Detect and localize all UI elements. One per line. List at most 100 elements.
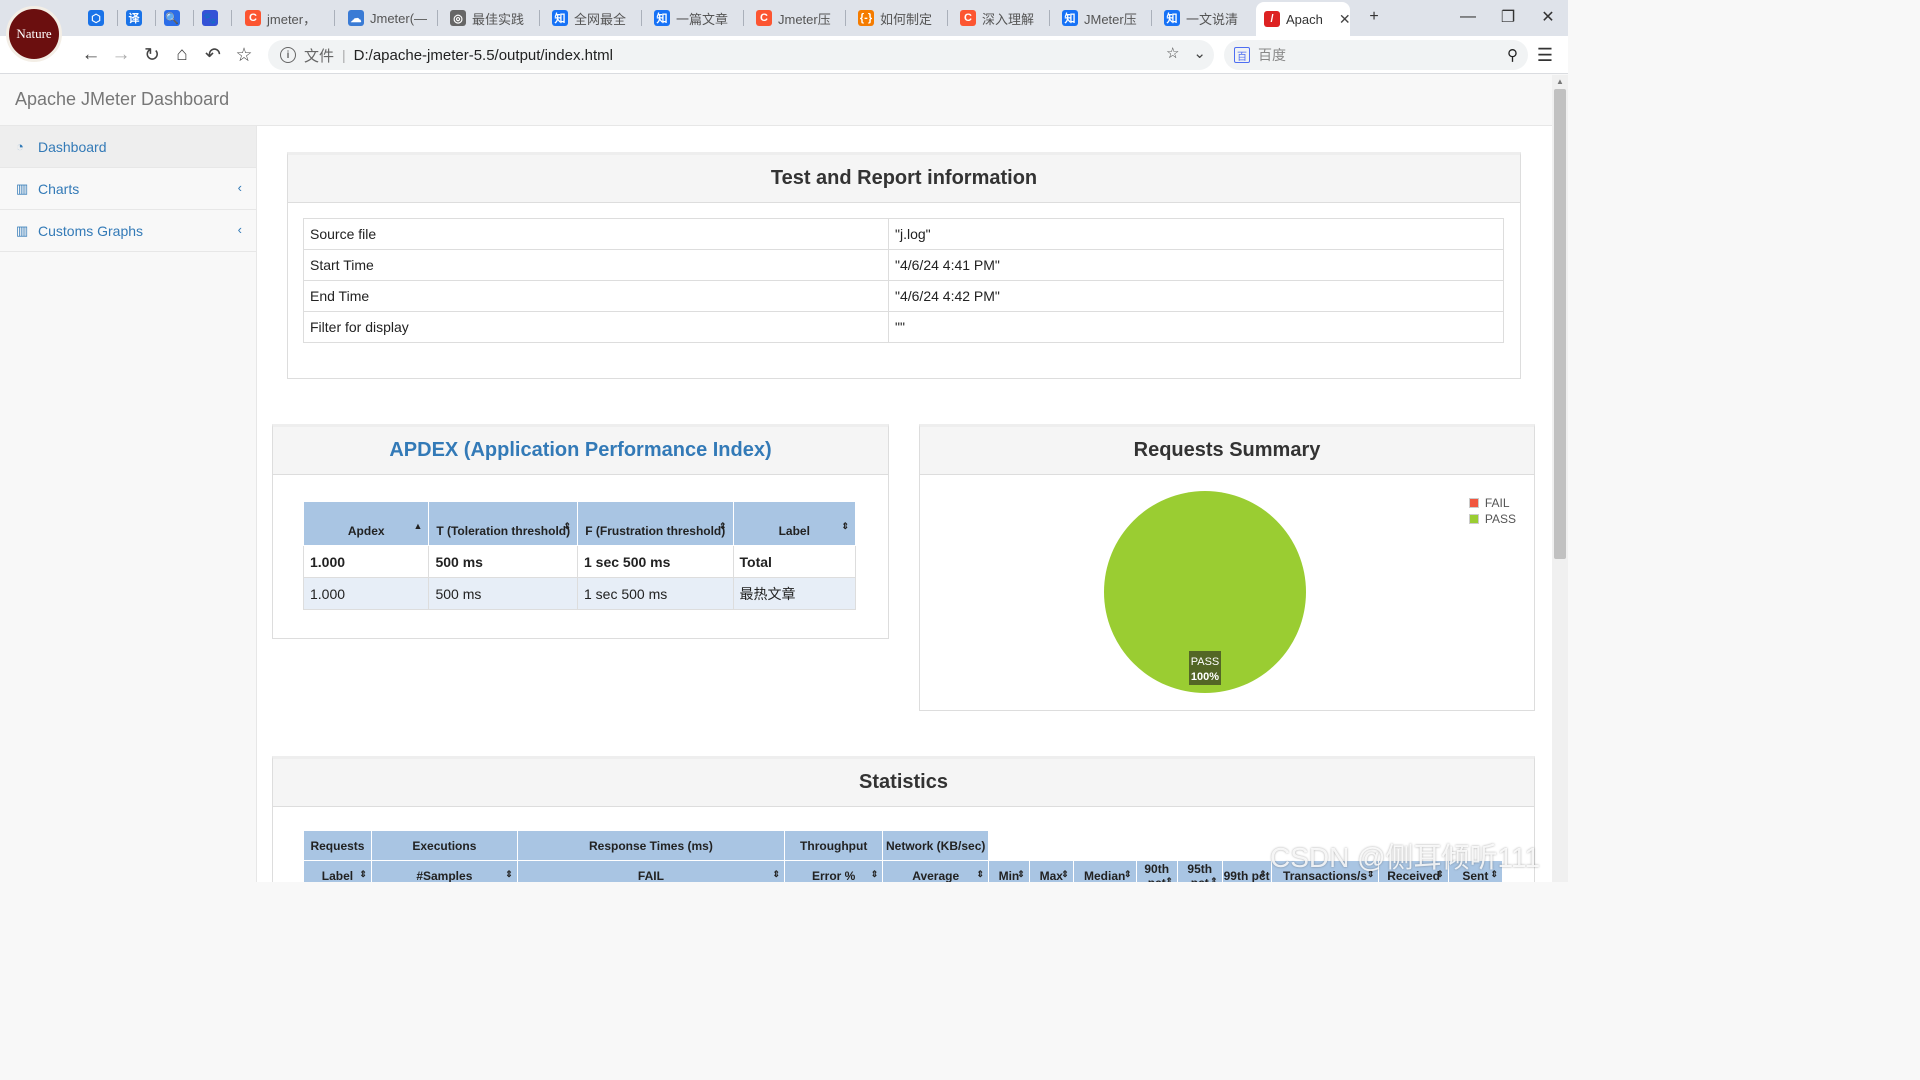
page-content: Apache JMeter Dashboard ◔ Dashboard ▥ Ch… — [0, 75, 1552, 882]
browser-tab[interactable]: ☁ Jmeter(— — [340, 4, 436, 32]
browser-tab[interactable]: 知全网最全 — [544, 4, 640, 32]
menu-icon[interactable]: ☰ — [1536, 44, 1554, 65]
table-cell: 1 sec 500 ms — [576, 577, 734, 610]
browser-tab[interactable]: 知一文说清 — [1156, 4, 1252, 32]
column-header[interactable]: FAIL ⇕ — [516, 860, 786, 882]
restore-button[interactable]: ❐ — [1500, 9, 1516, 26]
tab-separator — [117, 10, 118, 26]
info-key: Filter for display — [303, 311, 889, 343]
info-key: End Time — [303, 280, 889, 312]
panel-title[interactable]: APDEX (Application Performance Index) — [273, 427, 888, 475]
zhihu-icon: 知 — [1164, 10, 1180, 26]
sidebar-item-charts[interactable]: ▥ Charts ‹ — [0, 168, 256, 210]
address-bar[interactable]: i 文件 | D:/apache-jmeter-5.5/output/index… — [268, 40, 1214, 70]
legend-item-fail[interactable]: FAIL — [1468, 495, 1516, 511]
tab-close-icon[interactable]: ✕ — [1338, 10, 1350, 27]
sidebar-item-customs-graphs[interactable]: ▥ Customs Graphs ‹ — [0, 210, 256, 252]
url-text[interactable]: D:/apache-jmeter-5.5/output/index.html — [353, 46, 613, 64]
column-header[interactable]: Average ⇕ — [882, 860, 990, 882]
column-header[interactable]: 99th pct ⇕ — [1221, 860, 1272, 882]
panel-title: Statistics — [273, 759, 1534, 807]
browser-tab[interactable]: / Apach ✕ — [1256, 2, 1350, 36]
pie-slice-pass[interactable] — [1104, 491, 1306, 693]
back-icon[interactable]: ← — [81, 44, 101, 65]
column-header[interactable]: 90th pct⇕ — [1135, 860, 1178, 883]
browser-tab[interactable]: ◎ 最佳实践 — [442, 4, 538, 32]
column-header[interactable]: Received ⇕ — [1378, 860, 1449, 882]
tab-title: JMeter压 — [1084, 11, 1137, 27]
search-box[interactable]: 百 百度 ⚲ — [1224, 40, 1528, 70]
scroll-up-icon[interactable]: ▲ — [1556, 77, 1564, 86]
sort-icon: ⇕ — [1124, 868, 1132, 879]
tab-separator — [231, 10, 232, 26]
window-close-button[interactable]: ✕ — [1541, 9, 1555, 26]
forward-icon[interactable]: → — [111, 44, 131, 65]
column-header[interactable]: F (Frustration threshold) ⇕ — [576, 501, 734, 546]
chevron-left-icon[interactable]: ‹ — [237, 222, 242, 237]
search-icon[interactable]: ⚲ — [1507, 47, 1518, 64]
browser-tab[interactable]: C 深入理解 — [952, 4, 1048, 32]
apdex-table: Apdex ▲ T (Toleration threshold) ⇕ F (Frus… — [302, 501, 857, 610]
legend-swatch — [1468, 514, 1479, 524]
browser-tab[interactable]: 🔍 — [156, 4, 192, 32]
sort-icon: ⇕ — [1436, 868, 1444, 879]
bookmark-star-icon[interactable]: ☆ — [235, 44, 253, 66]
sidebar-item-dashboard[interactable]: ◔ Dashboard — [0, 126, 256, 168]
page-scrollbar[interactable]: ▲ — [1552, 75, 1568, 882]
info-key: Start Time — [303, 249, 889, 281]
chevron-down-icon[interactable]: ⌄ — [1193, 45, 1206, 62]
column-header[interactable]: T (Toleration threshold) ⇕ — [428, 501, 578, 546]
chevron-left-icon[interactable]: ‹ — [237, 180, 242, 195]
table-row: 1.000 500 ms 1 sec 500 ms 最热文章 — [302, 577, 857, 610]
slice-label-name: PASS — [1191, 656, 1220, 668]
sort-icon: ⇕ — [1165, 875, 1173, 883]
tab-title: Jmeter压 — [778, 11, 831, 27]
favorite-star-icon[interactable]: ☆ — [1165, 45, 1180, 62]
browser-tab[interactable]: 🐾 — [194, 4, 230, 32]
table-row: Filter for display "" — [303, 311, 1504, 343]
info-icon[interactable]: i — [280, 47, 296, 63]
browser-tab[interactable]: C Jmeter压 — [748, 4, 844, 32]
column-header[interactable]: Label ⇕ — [303, 860, 372, 882]
tab-title: 全网最全 — [574, 11, 627, 27]
column-header[interactable]: Transactions/s ⇕ — [1270, 860, 1380, 882]
group-header: Response Times (ms) — [516, 830, 786, 861]
column-header[interactable]: Min ⇕ — [988, 860, 1030, 882]
bar-chart-icon: ▥ — [16, 222, 29, 238]
column-header[interactable]: Sent ⇕ — [1447, 860, 1504, 882]
browser-tab[interactable]: ⬡ — [80, 4, 116, 32]
profile-avatar[interactable]: Nature — [6, 6, 62, 62]
column-header[interactable]: Max ⇕ — [1028, 860, 1074, 882]
report-info-panel: Test and Report information Source file "… — [287, 152, 1521, 379]
new-tab-button[interactable]: + — [1369, 8, 1379, 25]
panel-title: Test and Report information — [288, 155, 1520, 203]
sort-icon: ⇕ — [841, 521, 849, 531]
browser-tab[interactable]: {-} 如何制定 — [850, 4, 946, 32]
browser-tab[interactable]: 译 — [118, 4, 154, 32]
statistics-table: Requests Executions Response Times (ms) … — [303, 830, 1504, 883]
legend-item-pass[interactable]: PASS — [1468, 511, 1516, 527]
pie-slice-label: PASS 100% — [1189, 651, 1221, 685]
scrollbar-thumb[interactable] — [1554, 89, 1566, 559]
column-header[interactable]: 95th pct⇕ — [1176, 860, 1223, 882]
reload-icon[interactable]: ↻ — [144, 44, 160, 66]
tab-separator — [539, 10, 540, 26]
undo-icon[interactable]: ↶ — [205, 44, 221, 66]
app-brand[interactable]: Apache JMeter Dashboard — [15, 89, 230, 109]
dashboard-icon: ◔ — [16, 139, 24, 154]
sort-icon: ⇕ — [719, 521, 727, 531]
column-header[interactable]: Apdex ▲ — [302, 501, 430, 546]
column-header[interactable]: Median ⇕ — [1072, 860, 1137, 882]
info-value: "4/6/24 4:41 PM" — [888, 249, 1504, 281]
browser-tab[interactable]: 知一篇文章 — [646, 4, 742, 32]
column-header[interactable]: Label ⇕ — [732, 501, 857, 546]
minimize-button[interactable]: — — [1460, 8, 1476, 25]
table-row: End Time "4/6/24 4:42 PM" — [303, 280, 1504, 312]
home-icon[interactable]: ⌂ — [176, 44, 188, 65]
tab-title: 一篇文章 — [676, 11, 729, 27]
browser-tab[interactable]: 知 JMeter压 — [1054, 4, 1150, 32]
column-header[interactable]: #Samples ⇕ — [370, 860, 518, 882]
column-header[interactable]: Error % ⇕ — [784, 860, 884, 882]
